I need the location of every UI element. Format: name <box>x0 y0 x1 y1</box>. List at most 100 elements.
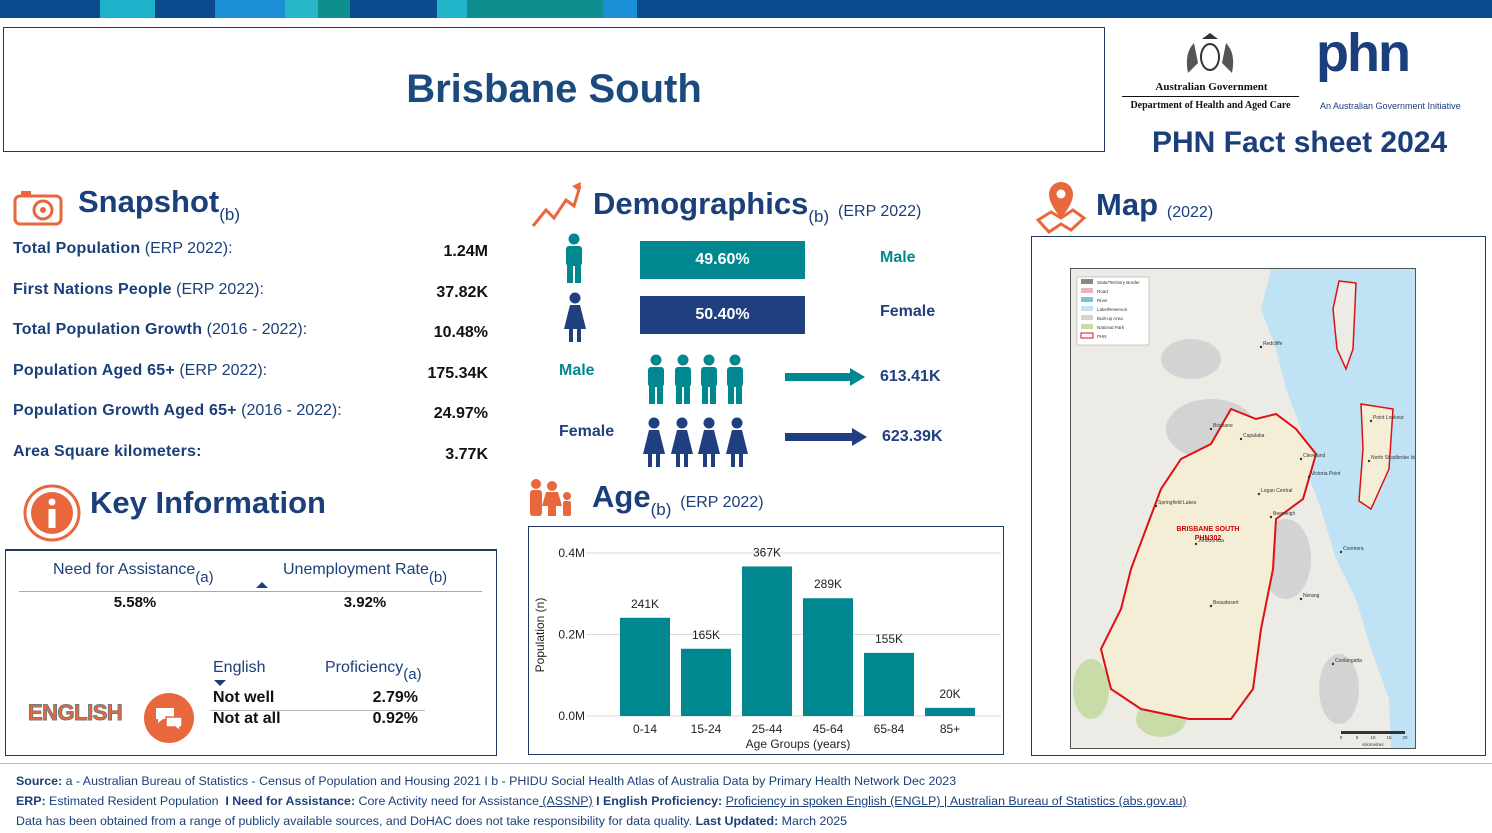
value-label: 241K <box>631 597 659 611</box>
row-value: 175.34K <box>427 364 489 382</box>
footer-line: Source: a - Australian Bureau of Statist… <box>16 774 956 788</box>
map-pin-hole <box>1056 189 1066 199</box>
title-subtitle <box>1158 204 1167 221</box>
crest <box>1202 33 1218 39</box>
title-subtitle: (2022) <box>1166 204 1214 221</box>
row-value: 3.77K <box>445 446 488 463</box>
shield <box>1200 43 1220 71</box>
supporters <box>1186 43 1234 73</box>
title-subtitle <box>671 494 680 511</box>
trend-arrow <box>572 182 581 192</box>
table-header: English <box>213 659 266 676</box>
sort-marker <box>214 680 226 686</box>
legend-label: Lake/Reservoir <box>1097 307 1128 312</box>
footer-text: Source: <box>16 774 63 788</box>
place-label: Cleveland <box>1303 453 1325 459</box>
row-value: 24.97% <box>433 405 488 423</box>
place-dot <box>1209 604 1213 608</box>
stripe-segment <box>467 0 603 18</box>
stripe-segment <box>318 0 350 18</box>
row-note: (ERP 2022): <box>171 280 264 298</box>
place-label: Beenleigh <box>1273 511 1295 517</box>
footer-link[interactable]: (ASSNP) <box>538 794 593 808</box>
title-subtitle: (ERP 2022) <box>680 494 764 511</box>
kpi-value: 5.58% <box>113 594 157 611</box>
female-arrow <box>785 428 867 446</box>
place-dot <box>1269 515 1273 519</box>
x-tick-label: 65-84 <box>874 722 905 736</box>
male-label: Male <box>880 249 916 266</box>
header-note: (a) <box>403 666 422 683</box>
place-dot <box>1194 542 1198 546</box>
place-dot <box>1299 457 1303 461</box>
bar <box>864 652 914 716</box>
header-text: Proficiency <box>325 659 404 676</box>
row-value: 37.82K <box>436 283 488 301</box>
place-label: Victoria Point <box>1311 471 1341 477</box>
speech-bubble <box>165 716 183 733</box>
value-label: 20K <box>939 687 960 701</box>
title-note: (b) <box>808 207 830 226</box>
info-stem <box>48 509 56 528</box>
kpi-note: (a) <box>195 569 214 586</box>
age-chart: Age Groups (years) Population (n) 0.0M 0.… <box>528 526 1004 755</box>
row-note: (2016 - 2022): <box>202 321 308 339</box>
stripe-segment <box>437 0 467 18</box>
male-count-label: Male <box>559 362 595 379</box>
x-tick-label: 25-44 <box>752 722 783 736</box>
legend-swatch <box>1081 297 1093 302</box>
page-title: Brisbane South <box>406 67 702 111</box>
legend-swatch <box>1081 324 1093 329</box>
english-badge: ENGLISH <box>27 700 123 726</box>
stripe-segment <box>100 0 155 18</box>
speech-bubble <box>156 708 174 723</box>
place-label: Coolangatta <box>1335 658 1362 664</box>
people-icons <box>564 233 867 467</box>
place-label: Beaudesert <box>1213 600 1239 606</box>
row-label: First Nations People <box>13 280 172 298</box>
snapshot-row: Total Population Growth (2016 - 2022): 10… <box>13 321 488 341</box>
row-label: Not well <box>213 689 275 706</box>
island <box>1358 403 1394 511</box>
value-label: 289K <box>814 577 842 591</box>
value-label: 367K <box>753 545 781 559</box>
phn-region <box>1099 407 1318 720</box>
place-label: North Stradbroke Island <box>1371 455 1416 461</box>
speech-icon <box>144 693 194 743</box>
place-dot <box>1259 345 1263 349</box>
row-note: (ERP 2022): <box>140 240 233 257</box>
section-title: Map (2022) <box>1096 187 1213 223</box>
male-group <box>648 354 743 404</box>
y-tick-label: 0.4M <box>558 546 585 560</box>
place-dot <box>1154 504 1158 508</box>
place-label: Logan Central <box>1261 488 1292 494</box>
place-label: Jimboomba <box>1198 538 1224 544</box>
trend-line <box>531 185 582 227</box>
footer-line: Data has been obtained from a range of p… <box>16 814 847 828</box>
place-dot <box>1307 475 1311 479</box>
title-text: Map <box>1096 187 1158 222</box>
legend-label: National Park <box>1097 325 1125 330</box>
snapshot-row: First Nations People (ERP 2022): 37.82K <box>13 280 488 301</box>
scale-tick: 10 <box>1370 735 1376 740</box>
legend-swatch <box>1081 288 1093 293</box>
kpi-label-text: Unemployment Rate <box>283 561 429 578</box>
scale-label: Kilometres <box>1362 742 1384 747</box>
row-value: 2.79% <box>372 689 418 706</box>
table-header: Proficiency(a) <box>325 659 422 683</box>
row-rule <box>210 710 425 711</box>
scale-tick: 15 <box>1386 735 1392 740</box>
snapshot-row: Population Aged 65+ (ERP 2022): 175.34K <box>13 361 489 382</box>
map-box <box>1031 236 1486 756</box>
x-tick-label: 85+ <box>940 722 960 736</box>
legend-label: PHN <box>1097 334 1107 339</box>
male-icon <box>566 233 582 283</box>
phn-tagline: An Australian Government Initiative <box>1320 101 1461 111</box>
value-label: 165K <box>692 628 720 642</box>
top-stripe <box>0 0 1492 18</box>
y-axis-title: Population (n) <box>533 598 547 673</box>
row-label: Population Aged 65+ <box>13 361 175 379</box>
footer-link[interactable]: Proficiency in spoken English (ENGLP) | … <box>725 794 1187 808</box>
footer-text: Estimated Resident Population <box>45 794 222 808</box>
